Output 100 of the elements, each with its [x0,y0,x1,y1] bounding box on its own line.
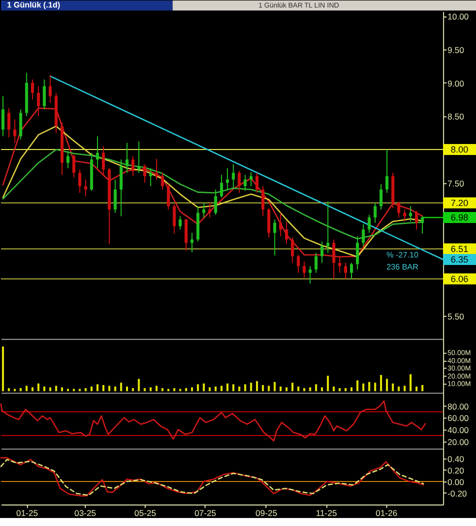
candlestick [13,119,16,144]
candlestick [250,172,253,187]
candlestick [332,239,336,280]
candlestick [285,221,288,245]
candlestick [19,109,22,140]
candlestick [42,79,46,110]
y-tick-label: 0.40 [448,454,464,464]
candlestick [1,96,4,137]
candlestick [344,262,348,280]
candlestick [226,168,229,190]
candlestick [66,150,70,169]
candlestick [385,149,388,194]
candlestick [214,189,218,216]
candlestick [267,208,270,238]
candlestick [137,141,140,174]
candlestick [114,179,117,214]
candlestick [326,201,330,254]
candlestick [362,224,365,247]
candlestick [84,179,88,197]
bar [120,382,122,392]
line-series [2,148,424,240]
candlestick [202,202,206,218]
x-tick-label: 05-25 [134,508,156,518]
candlestick [72,154,76,178]
x-tick-label: 09-25 [256,508,278,518]
candlestick [368,214,371,234]
x-tick-label: 11-25 [316,508,338,518]
ref-line-label: 7.20 [450,198,468,208]
candlestick [31,79,34,100]
y-tick-label: 0.20 [448,465,464,476]
candlestick [190,232,194,253]
bar [326,376,329,392]
candlestick [380,184,383,210]
candlestick [409,206,412,222]
candlestick [356,236,359,270]
candlestick [36,86,40,117]
candlestick [7,108,10,138]
candlestick [149,168,152,187]
y-tick-label: 8.50 [448,112,464,122]
x-tick-label: 07-25 [194,508,216,518]
candlestick [48,74,52,104]
ref-line-label: 6.51 [450,244,468,254]
x-tick-label: 03-25 [74,508,96,518]
bar [315,384,318,392]
chart-title: 1 Günlük (.1d) [6,0,60,10]
candlestick [102,146,105,177]
line-series [0,400,426,442]
candlestick [302,261,306,278]
x-tick-label: 01-26 [376,508,398,518]
bar [144,388,146,392]
candlestick [232,164,235,189]
candlestick [338,256,342,274]
bar [280,386,282,392]
y-tick-label: 40.00 [448,425,470,436]
candlestick [78,169,82,194]
candlestick [143,164,146,184]
candlestick [308,266,312,284]
y-tick-label: 0.00 [448,476,464,487]
candlestick [238,170,241,194]
candlestick [96,136,99,169]
candlestick [155,158,158,180]
y-tick-label: 9.50 [448,45,464,56]
y-tick-label: 5.50 [448,312,464,322]
candlestick [420,216,424,234]
candlestick [166,184,170,210]
candlestick [296,254,300,274]
y-tick-label: 9.00 [448,78,464,88]
candlestick [178,216,182,230]
annotation: % -27.10 [386,250,419,260]
candlestick [120,159,123,217]
data-label: 6.98 [450,212,468,222]
bar [303,388,306,392]
bar [132,388,134,392]
candlestick [126,142,129,174]
candlestick [279,212,282,237]
candlestick [290,237,294,264]
annotation: 236 BAR [386,262,419,272]
y-tick-label: 60.00 [448,413,470,424]
candlestick [314,252,318,274]
bar [291,382,294,392]
bar [156,386,158,392]
data-label: 6.35 [450,254,468,264]
candlestick [172,204,176,234]
candlestick [414,210,418,230]
candlestick [131,156,134,177]
ref-line-label: 8.00 [450,144,468,155]
y-tick-label: 20.00 [448,436,470,447]
y-tick-label: 80.00 [448,401,470,412]
y-tick-label: -0.20 [448,488,468,498]
candlestick [160,172,164,190]
candlestick [244,174,247,192]
y-tick-label: 10.00 [448,12,470,22]
x-tick-label: 01-25 [16,508,38,518]
candlestick [350,262,353,280]
candlestick [184,218,188,252]
candlestick [261,186,264,217]
candlestick [320,241,324,264]
candlestick [255,172,258,194]
ref-line-label: 6.06 [450,274,468,284]
candlestick [220,174,224,198]
